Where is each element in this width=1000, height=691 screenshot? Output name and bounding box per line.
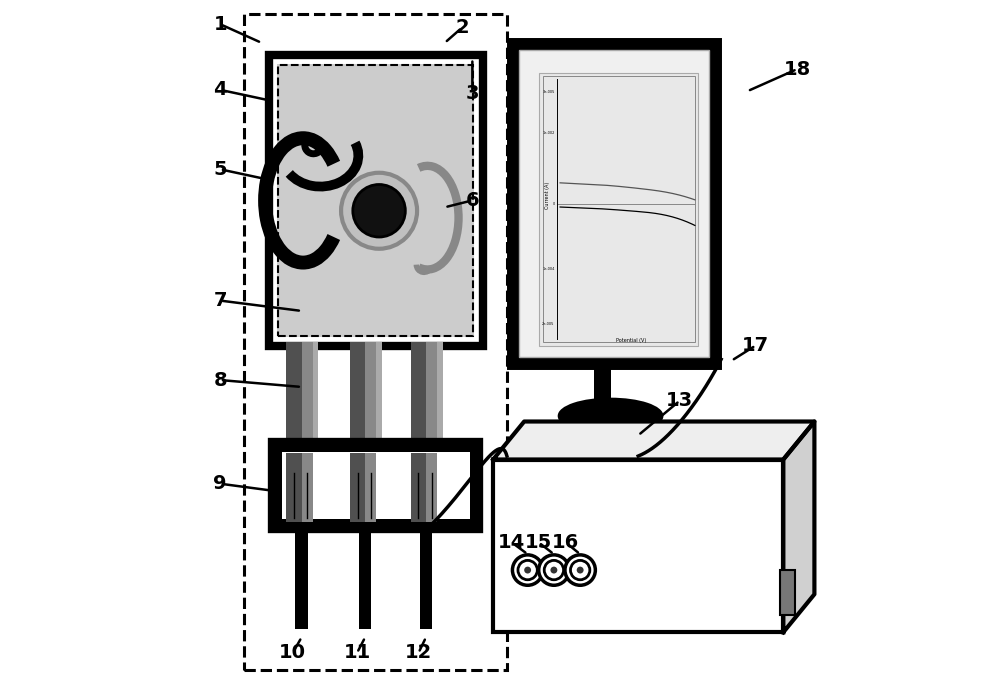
Circle shape — [577, 567, 584, 574]
Bar — [286, 453, 302, 522]
Bar — [426, 453, 437, 522]
Bar — [376, 342, 382, 442]
Text: 14: 14 — [498, 533, 525, 552]
Bar — [282, 452, 470, 519]
Bar — [594, 366, 611, 411]
Bar — [313, 342, 318, 442]
Text: 13: 13 — [666, 391, 693, 410]
Bar — [780, 570, 795, 615]
Polygon shape — [493, 422, 814, 460]
Bar — [244, 14, 507, 670]
Text: 12: 12 — [405, 643, 432, 663]
Circle shape — [518, 560, 537, 580]
Text: 3e-005: 3e-005 — [542, 90, 555, 94]
Text: 9: 9 — [213, 474, 227, 493]
Bar — [302, 453, 313, 522]
Text: 2e-005: 2e-005 — [542, 322, 555, 325]
Circle shape — [539, 555, 569, 585]
Circle shape — [512, 555, 543, 585]
Bar — [411, 453, 426, 522]
Bar — [269, 55, 483, 346]
Text: 0: 0 — [552, 202, 555, 205]
Bar — [277, 64, 474, 337]
Text: 3: 3 — [466, 84, 479, 103]
Text: 10: 10 — [279, 643, 306, 663]
Circle shape — [550, 567, 557, 574]
Text: 6: 6 — [466, 191, 479, 210]
Bar — [539, 73, 698, 346]
Circle shape — [544, 560, 564, 580]
Text: 5: 5 — [213, 160, 227, 179]
Bar — [420, 529, 432, 629]
Bar — [272, 442, 479, 529]
Text: 17: 17 — [742, 336, 769, 355]
Text: 4: 4 — [213, 80, 227, 100]
Circle shape — [524, 567, 531, 574]
Bar — [359, 529, 371, 629]
Bar — [278, 65, 473, 336]
Bar — [295, 529, 308, 629]
Bar — [510, 41, 718, 366]
Text: 2: 2 — [455, 18, 469, 37]
Text: 1e-002: 1e-002 — [542, 131, 555, 135]
Circle shape — [353, 184, 405, 237]
Bar — [302, 342, 313, 442]
Text: 8: 8 — [213, 370, 227, 390]
Bar — [365, 342, 376, 442]
Polygon shape — [783, 422, 814, 632]
Bar — [426, 342, 437, 442]
Text: Potential (V): Potential (V) — [616, 338, 647, 343]
Text: 18: 18 — [784, 59, 811, 79]
Text: Current (A): Current (A) — [545, 182, 550, 209]
Bar — [286, 342, 302, 442]
Circle shape — [565, 555, 595, 585]
Bar — [365, 453, 376, 522]
Text: 11: 11 — [343, 643, 371, 663]
Bar — [350, 453, 365, 522]
Bar — [411, 342, 426, 442]
Circle shape — [570, 560, 590, 580]
Bar — [519, 50, 709, 357]
Text: 16: 16 — [552, 533, 579, 552]
Ellipse shape — [559, 399, 662, 433]
Text: 1e-004: 1e-004 — [542, 267, 555, 271]
Text: 1: 1 — [213, 15, 227, 34]
Bar — [350, 342, 365, 442]
Text: 15: 15 — [525, 533, 552, 552]
Text: 7: 7 — [213, 291, 227, 310]
Bar — [437, 342, 443, 442]
Bar — [493, 460, 783, 632]
Bar — [543, 76, 695, 342]
Circle shape — [341, 173, 417, 249]
